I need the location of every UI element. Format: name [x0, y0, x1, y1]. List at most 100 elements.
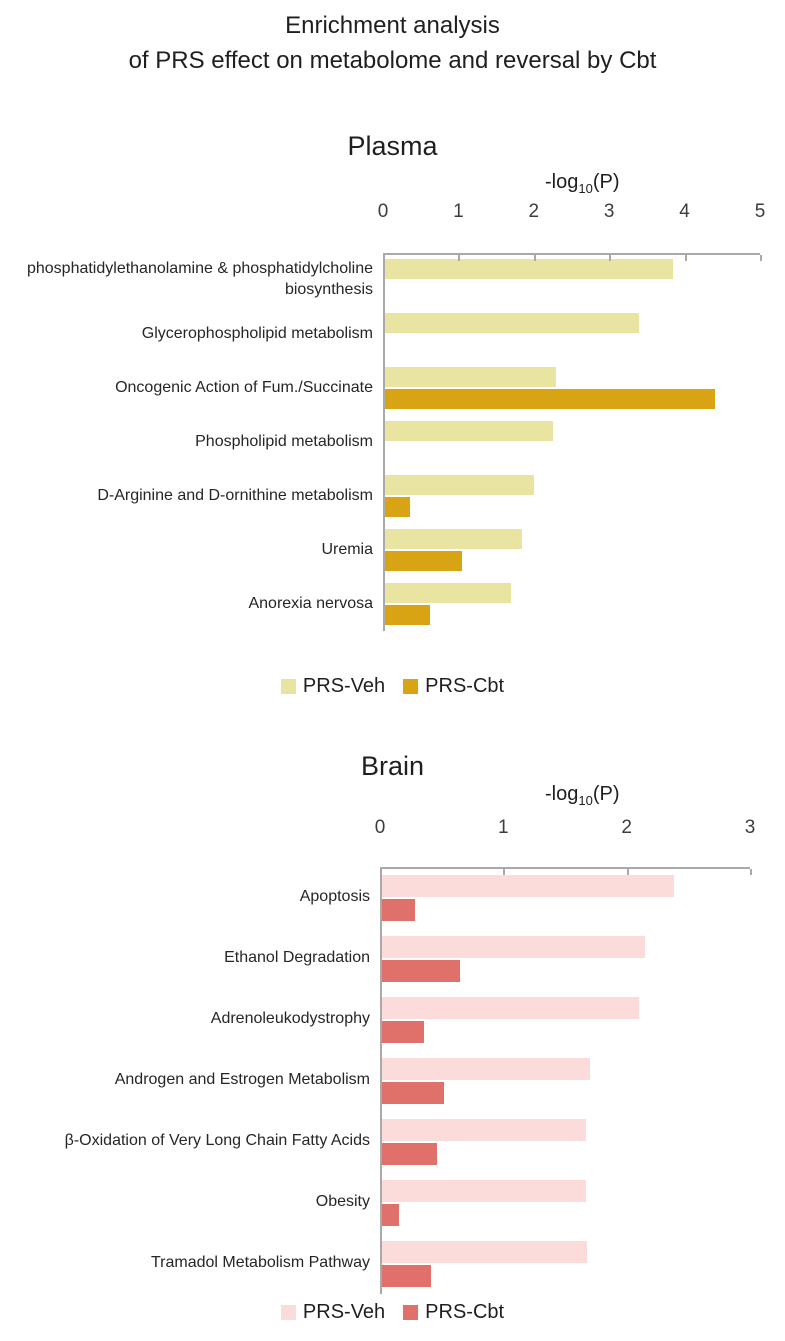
- brain-bar-row: β-Oxidation of Very Long Chain Fatty Aci…: [0, 1111, 785, 1172]
- legend-swatch: [403, 1305, 419, 1320]
- brain-bar-prs-cbt: [380, 1203, 399, 1226]
- plasma-x-tick-label: 0: [377, 201, 389, 222]
- plasma-bar-group: [383, 415, 760, 469]
- plasma-category-label: Uremia: [321, 540, 373, 558]
- plasma-bar-prs-cbt: [383, 605, 430, 625]
- axis-label-suffix: (P): [592, 783, 620, 805]
- brain-bar-row: Tramadol Metabolism Pathway: [0, 1233, 785, 1294]
- brain-bar-prs-veh: [380, 935, 646, 958]
- axis-label-subscript: 10: [578, 793, 593, 808]
- brain-bar-row: Apoptosis: [0, 867, 785, 928]
- brain-category-label: Apoptosis: [299, 888, 370, 906]
- plasma-bar-group: [383, 523, 760, 577]
- plasma-bar-row: phosphatidylethanolamine & phosphatidylc…: [0, 253, 785, 307]
- brain-legend-item-prs-cbt: PRS-Cbt: [403, 1301, 504, 1324]
- brain-bar-group: [380, 867, 750, 928]
- brain-x-tick-label: 2: [621, 817, 632, 838]
- plasma-bar-group: [383, 469, 760, 523]
- brain-bar-prs-cbt: [380, 959, 461, 982]
- brain-chart: Brain -log10(P) 0 1 2 3 Apoptosis Ethanol De…: [0, 745, 785, 1341]
- brain-bar-prs-cbt: [380, 1020, 425, 1043]
- figure-title-line2: of PRS effect on metabolome and reversal…: [128, 47, 657, 74]
- plasma-legend: PRS-Veh PRS-Cbt: [0, 675, 785, 698]
- plasma-category-label: D-Arginine and D-ornithine metabolism: [97, 486, 373, 504]
- plasma-bar-group: [383, 307, 760, 361]
- legend-label: PRS-Veh: [302, 675, 386, 697]
- plasma-bar-prs-veh: [383, 421, 553, 441]
- brain-chart-title: Brain: [360, 751, 425, 781]
- brain-category-label: Ethanol Degradation: [224, 949, 370, 967]
- plasma-bar-prs-veh: [383, 259, 674, 279]
- brain-bar-prs-cbt: [380, 1264, 431, 1287]
- plasma-bars-area: phosphatidylethanolamine & phosphatidylc…: [0, 253, 785, 631]
- axis-label-prefix: -log: [545, 171, 579, 193]
- legend-swatch: [403, 679, 419, 694]
- brain-bar-row: Ethanol Degradation: [0, 928, 785, 989]
- plasma-bar-row: Uremia: [0, 523, 785, 577]
- brain-category-label: Androgen and Estrogen Metabolism: [114, 1071, 370, 1089]
- legend-label: PRS-Veh: [302, 1301, 386, 1323]
- plasma-bar-group: [383, 361, 760, 415]
- brain-bar-prs-veh: [380, 1057, 590, 1080]
- plasma-bar-row: Glycerophospholipid metabolism: [0, 307, 785, 361]
- plasma-x-axis-label: -log10(P): [545, 171, 620, 196]
- plasma-bar-row: D-Arginine and D-ornithine metabolism: [0, 469, 785, 523]
- brain-bar-row: Adrenoleukodystrophy: [0, 989, 785, 1050]
- brain-x-tick-label: 0: [374, 817, 386, 838]
- plasma-x-tick-label: 5: [754, 201, 766, 222]
- plasma-x-tick-label: 2: [528, 201, 540, 222]
- brain-x-axis-ticks: 0 1 2 3: [375, 817, 756, 843]
- legend-label: PRS-Cbt: [425, 675, 505, 697]
- plasma-bar-prs-cbt: [383, 281, 386, 301]
- plasma-legend-item-prs-cbt: PRS-Cbt: [403, 675, 504, 698]
- brain-bar-prs-veh: [380, 996, 639, 1019]
- axis-label-suffix: (P): [592, 171, 620, 193]
- plasma-chart-title: Plasma: [347, 131, 438, 161]
- figure-title: Enrichment analysis of PRS effect on met…: [0, 8, 785, 78]
- brain-bar-group: [380, 1050, 750, 1111]
- plasma-bar-prs-veh: [383, 475, 534, 495]
- brain-category-label: Tramadol Metabolism Pathway: [150, 1254, 370, 1272]
- plasma-bar-prs-cbt: [383, 551, 463, 571]
- brain-bar-row: Obesity: [0, 1172, 785, 1233]
- plasma-bar-prs-veh: [383, 313, 640, 333]
- brain-x-axis-label: -log10(P): [545, 783, 620, 808]
- brain-bar-prs-veh: [380, 874, 674, 897]
- brain-bar-prs-veh: [380, 1179, 586, 1202]
- legend-swatch: [280, 1305, 296, 1320]
- brain-bar-group: [380, 989, 750, 1050]
- plasma-bar-prs-veh: [383, 583, 512, 603]
- brain-bar-prs-cbt: [380, 898, 415, 921]
- brain-bars-area: Apoptosis Ethanol Degradation Adrenoleukod…: [0, 867, 785, 1294]
- brain-bar-prs-cbt: [380, 1081, 445, 1104]
- brain-legend: PRS-Veh PRS-Cbt: [0, 1301, 785, 1324]
- brain-bar-prs-veh: [380, 1240, 588, 1263]
- brain-legend-item-prs-veh: PRS-Veh: [280, 1301, 386, 1324]
- plasma-bar-row: Oncogenic Action of Fum./Succinate: [0, 361, 785, 415]
- brain-category-label: β-Oxidation of Very Long Chain Fatty Aci…: [64, 1132, 370, 1150]
- brain-bar-group: [380, 1233, 750, 1294]
- plasma-bar-prs-cbt: [383, 497, 411, 517]
- legend-swatch: [280, 679, 296, 694]
- brain-bar-group: [380, 928, 750, 989]
- plasma-bar-prs-cbt: [383, 389, 715, 409]
- brain-x-tick-label: 1: [498, 817, 509, 838]
- legend-label: PRS-Cbt: [425, 1301, 505, 1323]
- brain-category-label: Adrenoleukodystrophy: [210, 1010, 370, 1028]
- plasma-bar-prs-veh: [383, 529, 523, 549]
- brain-bar-prs-veh: [380, 1118, 586, 1141]
- plasma-legend-item-prs-veh: PRS-Veh: [280, 675, 386, 698]
- plasma-bar-row: Phospholipid metabolism: [0, 415, 785, 469]
- plasma-x-tick-label: 3: [603, 201, 615, 222]
- plasma-bar-group: [383, 577, 760, 631]
- brain-category-label: Obesity: [315, 1193, 370, 1211]
- axis-label-subscript: 10: [578, 181, 593, 196]
- plasma-x-tick-label: 1: [453, 201, 464, 222]
- plasma-category-label: Glycerophospholipid metabolism: [141, 324, 373, 342]
- plasma-bar-prs-veh: [383, 367, 557, 387]
- plasma-category-label: Anorexia nervosa: [248, 594, 373, 612]
- plasma-category-label: Oncogenic Action of Fum./Succinate: [115, 378, 373, 396]
- plasma-x-axis-ticks: 0 1 2 3 4 5: [378, 201, 766, 227]
- brain-bar-group: [380, 1111, 750, 1172]
- brain-bar-row: Androgen and Estrogen Metabolism: [0, 1050, 785, 1111]
